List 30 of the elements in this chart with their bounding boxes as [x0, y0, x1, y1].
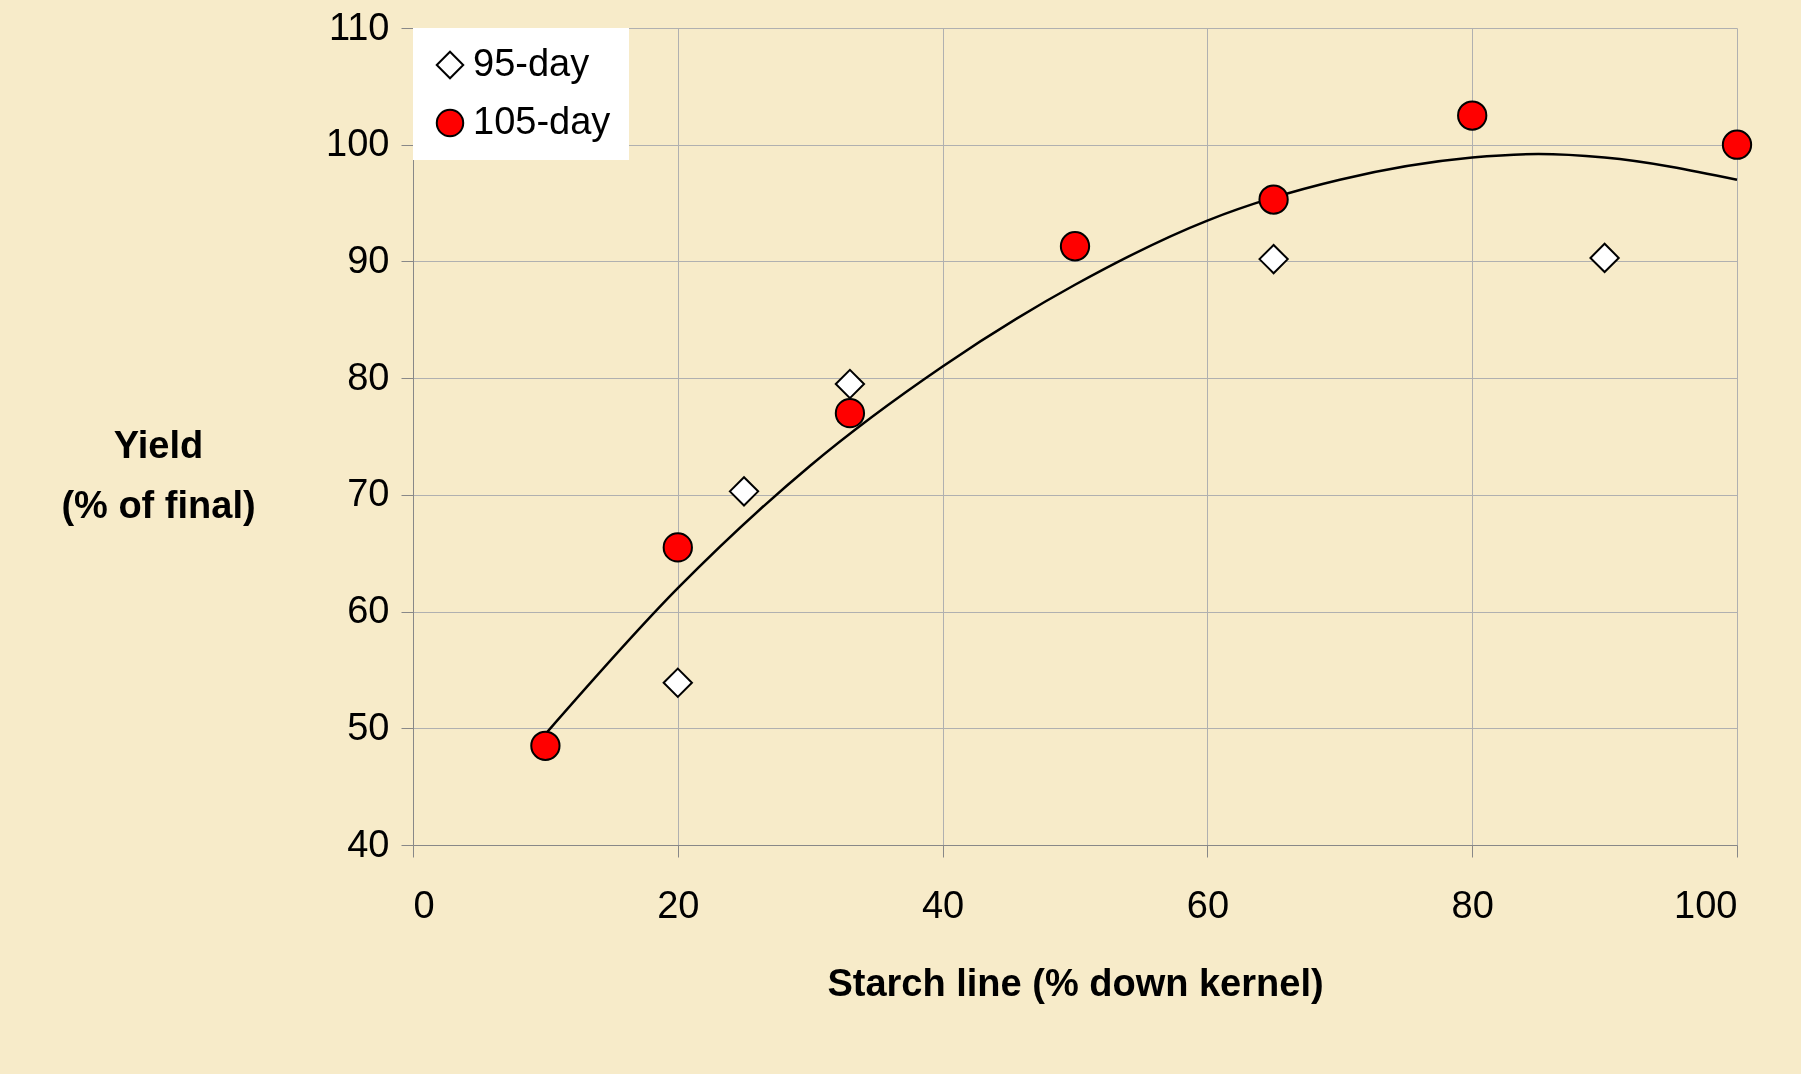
- point: [728, 476, 760, 507]
- y-tick-label: 50: [347, 705, 390, 748]
- x-tick-label: 20: [657, 883, 700, 926]
- point: [1059, 231, 1091, 262]
- y-tick-label: 100: [326, 122, 390, 165]
- y-tick-label: 70: [347, 472, 390, 515]
- point: [834, 368, 866, 400]
- x-tick-label: 0: [413, 883, 435, 926]
- x-axis-title: Starch line (% down kernel): [827, 961, 1324, 1004]
- y-tick-label: 80: [347, 355, 390, 398]
- legend-label: 105-day: [473, 100, 611, 142]
- point: [1721, 129, 1753, 160]
- point: [1457, 100, 1488, 131]
- point: [530, 730, 561, 761]
- point: [1258, 243, 1289, 275]
- point: [834, 398, 866, 429]
- point: [1589, 242, 1620, 274]
- y-tick-label: 110: [328, 5, 390, 48]
- x-tick-label: 80: [1451, 883, 1494, 926]
- x-tick-label: 60: [1186, 883, 1230, 926]
- y-tick-label: 90: [347, 238, 390, 281]
- x-tick-label: 100: [1674, 883, 1738, 926]
- y-tick-label: 60: [347, 589, 390, 632]
- legend-label: 95-day: [473, 42, 590, 84]
- y-axis-title: Yield (% of final): [61, 423, 256, 526]
- y-tick-label: 40: [347, 822, 390, 865]
- point: [662, 667, 693, 698]
- x-tick-label: 40: [921, 883, 965, 926]
- point: [662, 532, 693, 563]
- point: [1258, 184, 1289, 215]
